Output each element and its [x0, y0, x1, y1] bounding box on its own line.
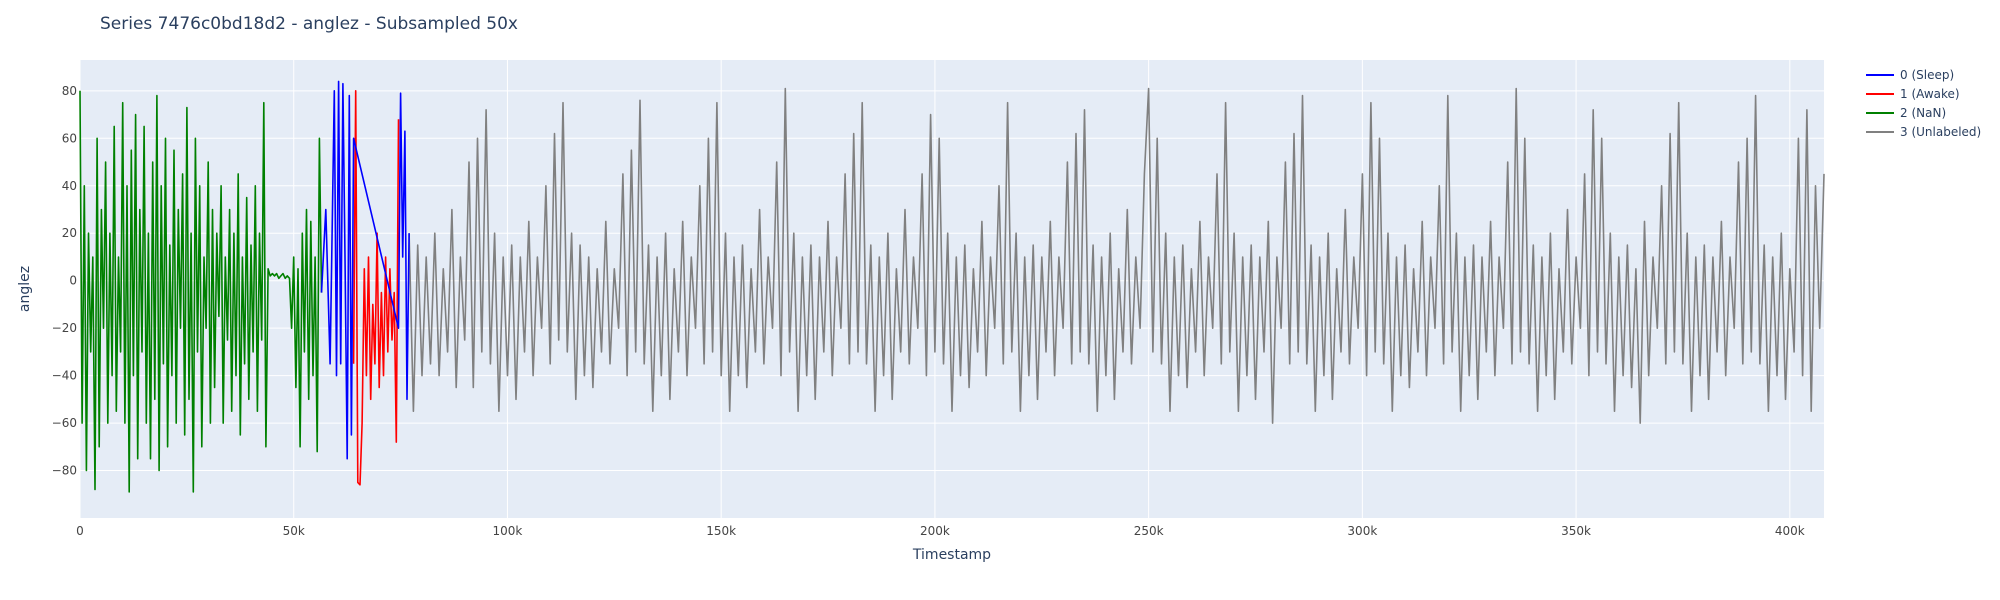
x-tick-label: 250k	[1134, 524, 1164, 538]
legend-item[interactable]: 0 (Sleep)	[1866, 68, 1954, 82]
legend-label: 2 (NaN)	[1900, 106, 1946, 120]
y-tick-label: −40	[52, 369, 77, 383]
y-tick-label: 60	[62, 131, 77, 145]
legend[interactable]: 0 (Sleep) 1 (Awake) 2 (NaN) 3 (Unlabeled)	[1866, 68, 1981, 139]
chart-title: Series 7476c0bd18d2 - anglez - Subsample…	[100, 14, 518, 34]
x-tick-label: 350k	[1561, 524, 1591, 538]
y-axis-title: anglez	[17, 266, 33, 312]
x-tick-label: 0	[76, 524, 84, 538]
y-tick-label: −20	[52, 321, 77, 335]
y-tick-label: 20	[62, 226, 77, 240]
series-line-2-nan	[79, 90, 323, 493]
x-tick-label: 300k	[1347, 524, 1377, 538]
series-line-0-sleep	[320, 80, 410, 460]
plot-area	[80, 60, 1824, 518]
legend-label: 1 (Awake)	[1900, 87, 1960, 101]
series-line-1-awake	[352, 90, 400, 486]
x-axis-title: Timestamp	[912, 547, 991, 563]
y-tick-label: 0	[69, 274, 77, 288]
x-tick-label: 150k	[706, 524, 736, 538]
y-tick-label: 80	[62, 84, 77, 98]
series-lines	[79, 80, 1825, 493]
legend-label: 3 (Unlabeled)	[1900, 125, 1981, 139]
legend-label: 0 (Sleep)	[1900, 68, 1954, 82]
x-tick-label: 50k	[283, 524, 305, 538]
series-line-3-unlabeled	[408, 87, 1825, 424]
y-axis-tick-labels: 80 60 40 20 0 −20 −40 −60 −80	[52, 84, 77, 478]
x-tick-label: 200k	[920, 524, 950, 538]
y-tick-label: −80	[52, 464, 77, 478]
x-tick-label: 100k	[493, 524, 523, 538]
y-tick-label: 40	[62, 179, 77, 193]
legend-item[interactable]: 1 (Awake)	[1866, 87, 1960, 101]
x-axis-tick-labels: 0 50k 100k 150k 200k 250k 300k 350k 400k	[76, 524, 1805, 538]
legend-item[interactable]: 3 (Unlabeled)	[1866, 125, 1981, 139]
y-tick-label: −60	[52, 416, 77, 430]
x-tick-label: 400k	[1775, 524, 1805, 538]
legend-item[interactable]: 2 (NaN)	[1866, 106, 1946, 120]
